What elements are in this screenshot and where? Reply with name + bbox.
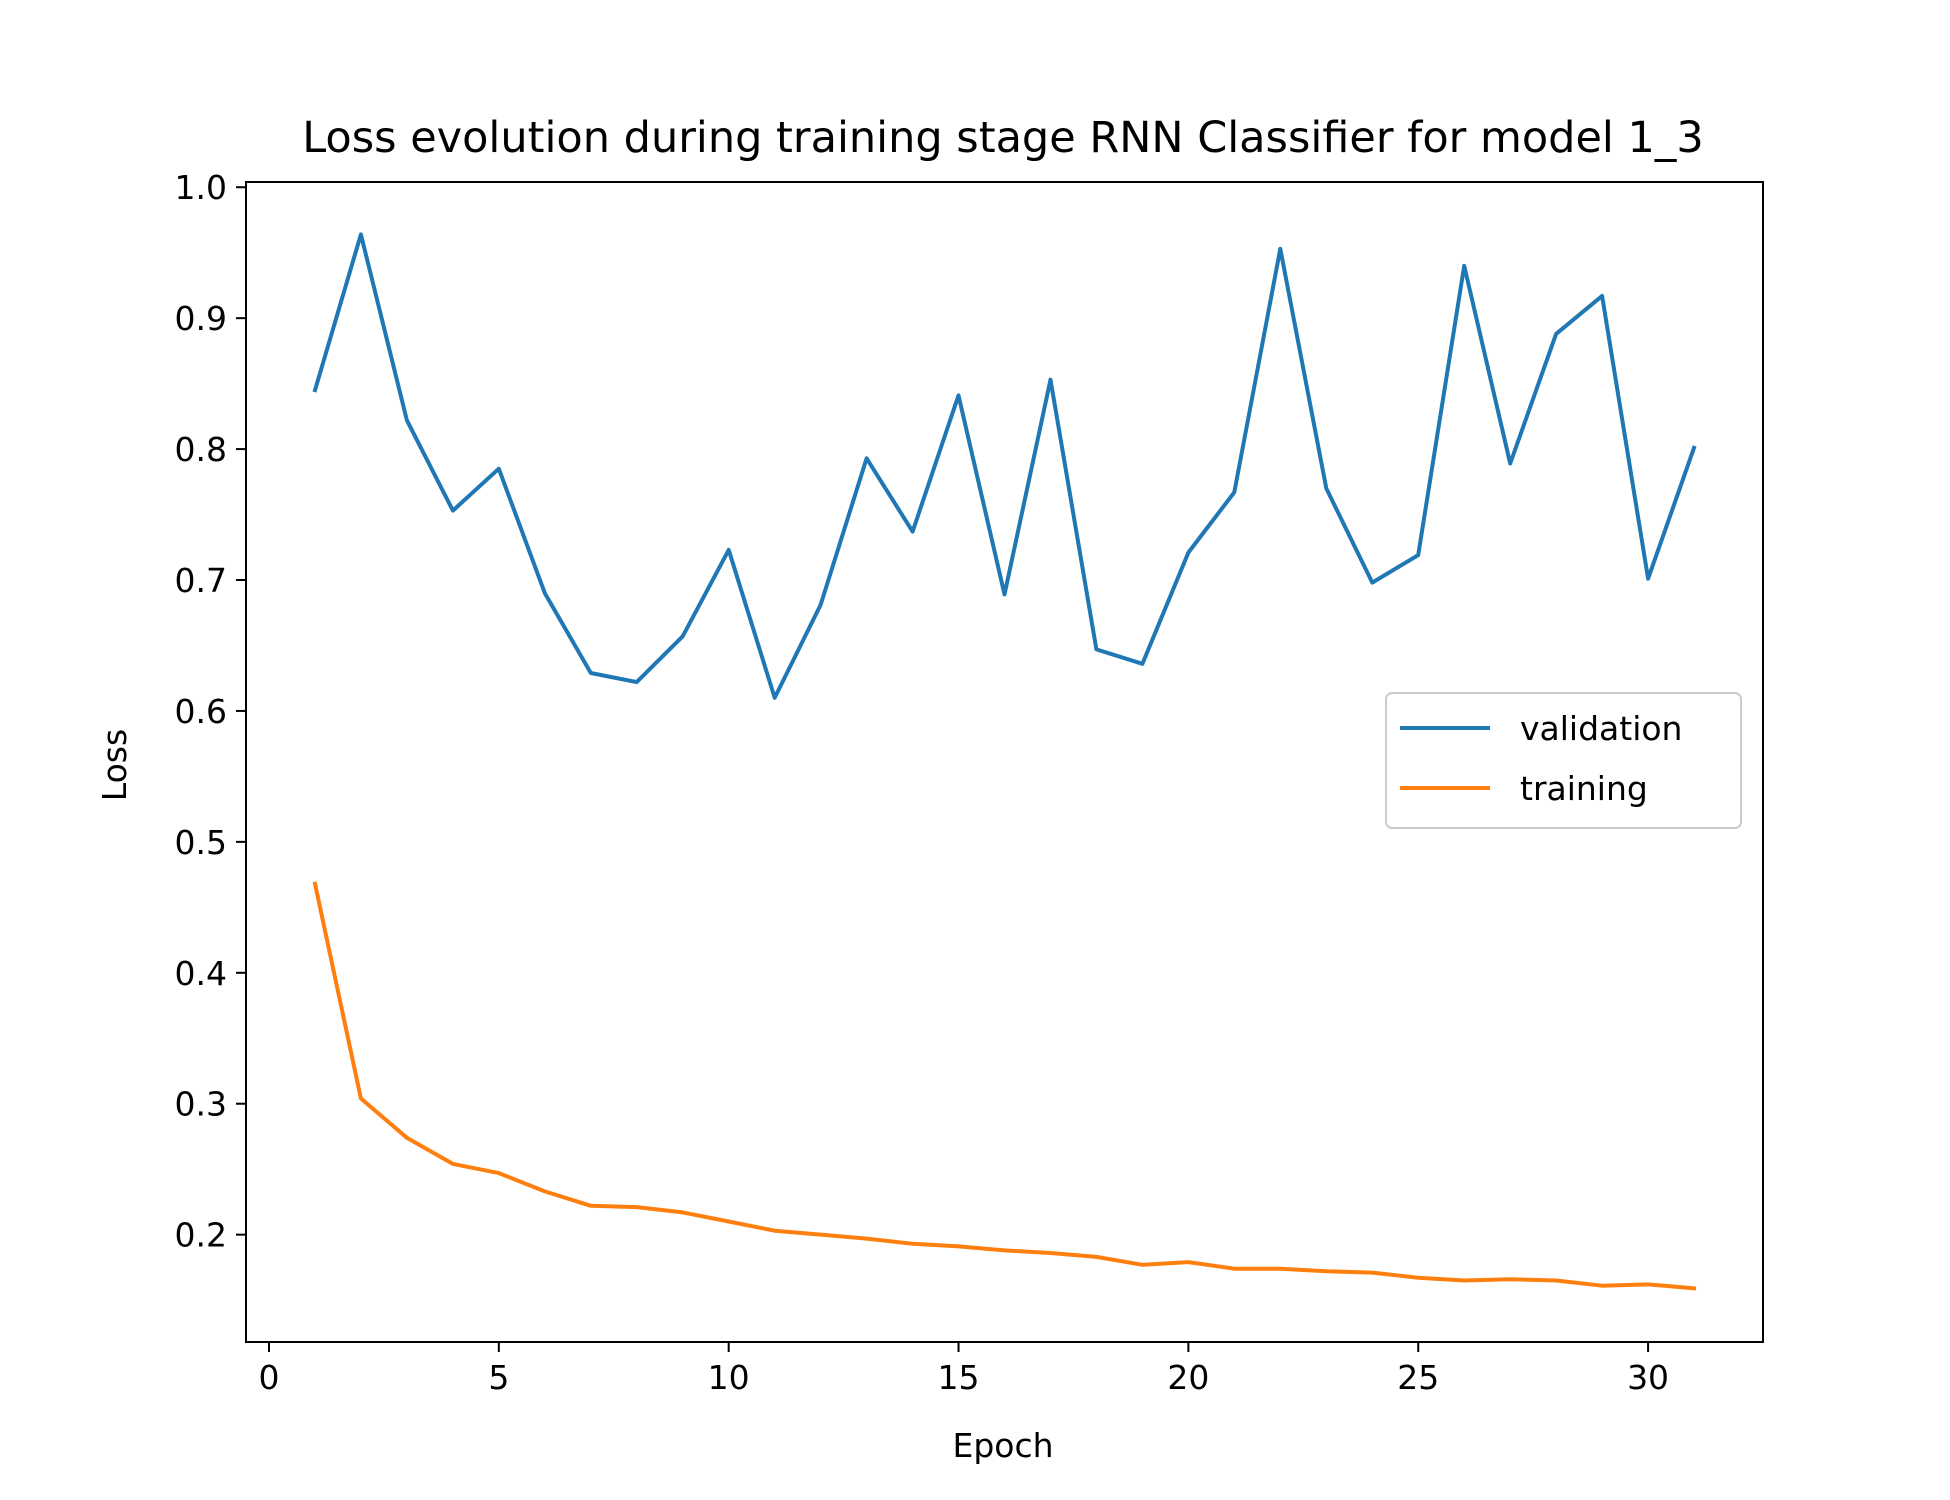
series-line-validation [312, 232, 1697, 700]
y-tick-label: 0.6 [175, 692, 227, 731]
x-tick-label: 10 [708, 1358, 750, 1397]
y-tick-label: 0.7 [175, 561, 227, 600]
y-tick-label: 0.8 [175, 430, 227, 469]
y-tick-label: 1.0 [175, 168, 227, 207]
legend-label-validation: validation [1520, 709, 1682, 748]
legend-label-training: training [1520, 769, 1648, 808]
series-layer [312, 232, 1697, 1291]
x-tick-label: 25 [1397, 1358, 1439, 1397]
x-tick-label: 15 [938, 1358, 980, 1397]
x-tick-label: 5 [488, 1358, 509, 1397]
chart-title: Loss evolution during training stage RNN… [302, 113, 1704, 163]
x-tick-label: 30 [1627, 1358, 1669, 1397]
plot-area-frame [245, 181, 1764, 1343]
x-axis-ticks: 0 5 10 15 20 25 30 [258, 1342, 1669, 1397]
y-axis-label: Loss [95, 729, 134, 801]
legend: validation training [1385, 692, 1742, 829]
y-tick-label: 0.9 [175, 299, 227, 338]
y-tick-label: 0.2 [175, 1216, 227, 1255]
y-tick-label: 0.3 [175, 1085, 227, 1124]
x-axis-label: Epoch [952, 1426, 1053, 1465]
series-line-training [312, 881, 1697, 1291]
y-axis-ticks: 0.2 0.3 0.4 0.5 0.6 0.7 0.8 0.9 1.0 [175, 168, 246, 1255]
x-tick-label: 0 [258, 1358, 279, 1397]
y-tick-label: 0.5 [175, 823, 227, 862]
x-tick-label: 20 [1167, 1358, 1209, 1397]
y-tick-label: 0.4 [175, 954, 227, 993]
